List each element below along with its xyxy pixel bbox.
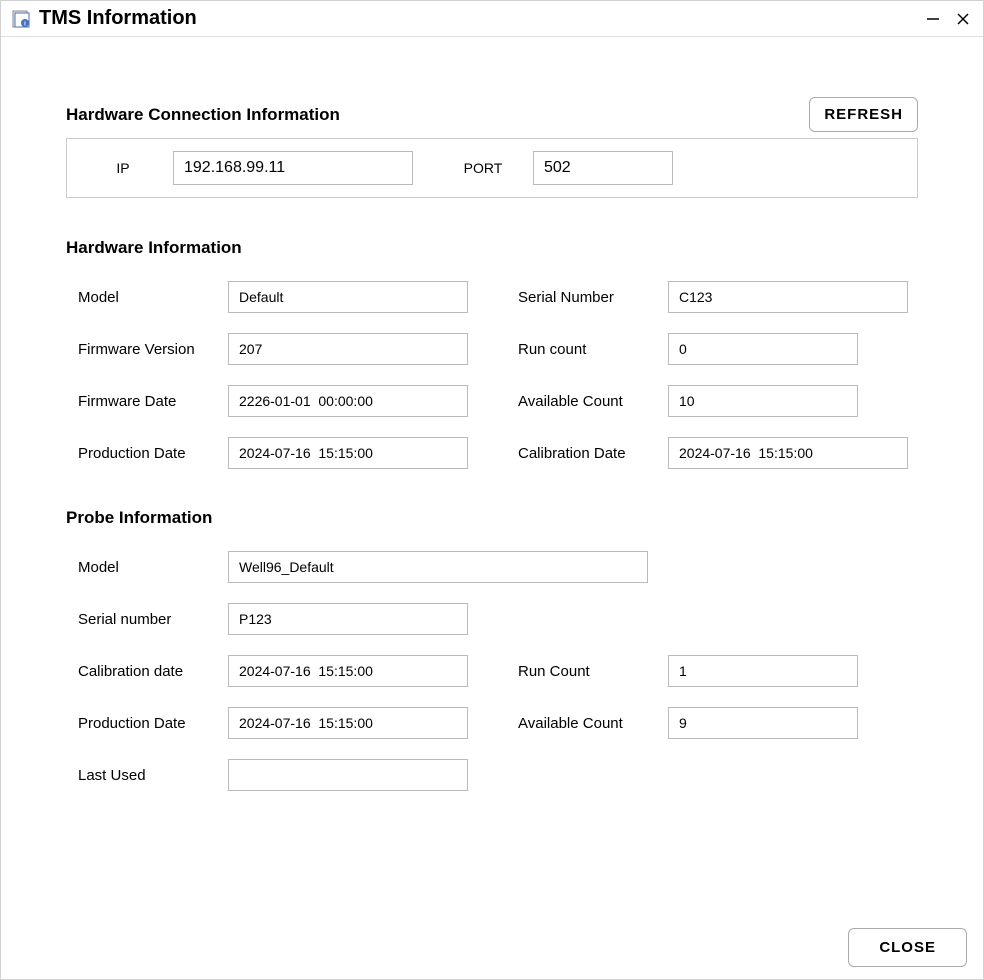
hw-serial-input[interactable]	[668, 281, 908, 313]
hw-caldate-label: Calibration Date	[518, 445, 668, 462]
titlebar: i TMS Information	[1, 1, 983, 37]
window-title: TMS Information	[39, 7, 923, 30]
hw-proddate-input[interactable]	[228, 437, 468, 469]
probe-section-title: Probe Information	[66, 508, 918, 528]
window: i TMS Information Hardware Connection In…	[0, 0, 984, 980]
probe-availcount-input[interactable]	[668, 707, 858, 739]
hw-caldate-input[interactable]	[668, 437, 908, 469]
hw-fwdate-label: Firmware Date	[78, 393, 228, 410]
probe-availcount-label: Available Count	[518, 715, 668, 732]
hw-availcount-label: Available Count	[518, 393, 668, 410]
probe-lastused-input[interactable]	[228, 759, 468, 791]
probe-runcount-label: Run Count	[518, 663, 668, 680]
refresh-button[interactable]: REFRESH	[809, 97, 918, 132]
probe-runcount-input[interactable]	[668, 655, 858, 687]
probe-grid: Model Serial number Calibration date	[66, 550, 918, 792]
port-input[interactable]	[533, 151, 673, 185]
hardware-section: Hardware Information Model Serial Number…	[66, 238, 918, 470]
footer: CLOSE	[1, 916, 983, 979]
close-button[interactable]: CLOSE	[848, 928, 967, 967]
hw-serial-label: Serial Number	[518, 289, 668, 306]
port-label: PORT	[463, 160, 503, 176]
titlebar-controls	[923, 9, 973, 29]
info-icon: i	[11, 9, 31, 29]
content-area: Hardware Connection Information REFRESH …	[1, 37, 983, 916]
connection-box: IP PORT	[66, 138, 918, 198]
minimize-button[interactable]	[923, 9, 943, 29]
hw-fwdate-input[interactable]	[228, 385, 468, 417]
hw-runcount-input[interactable]	[668, 333, 858, 365]
probe-caldate-label: Calibration date	[78, 663, 228, 680]
connection-section-title: Hardware Connection Information	[66, 105, 340, 125]
probe-serial-input[interactable]	[228, 603, 468, 635]
probe-caldate-input[interactable]	[228, 655, 468, 687]
hw-availcount-input[interactable]	[668, 385, 858, 417]
hw-fwver-input[interactable]	[228, 333, 468, 365]
probe-model-input[interactable]	[228, 551, 648, 583]
probe-section: Probe Information Model Serial number	[66, 508, 918, 792]
probe-proddate-label: Production Date	[78, 715, 228, 732]
close-icon[interactable]	[953, 9, 973, 29]
ip-input[interactable]	[173, 151, 413, 185]
hardware-section-title: Hardware Information	[66, 238, 918, 258]
hw-proddate-label: Production Date	[78, 445, 228, 462]
connection-header-row: Hardware Connection Information REFRESH	[66, 97, 918, 132]
hw-model-input[interactable]	[228, 281, 468, 313]
probe-proddate-input[interactable]	[228, 707, 468, 739]
hw-model-label: Model	[78, 289, 228, 306]
hw-runcount-label: Run count	[518, 341, 668, 358]
probe-lastused-label: Last Used	[78, 767, 228, 784]
probe-serial-label: Serial number	[78, 611, 228, 628]
hardware-grid: Model Serial Number Firmware Version Run	[66, 280, 918, 470]
ip-label: IP	[103, 160, 143, 176]
hw-fwver-label: Firmware Version	[78, 341, 228, 358]
probe-model-label: Model	[78, 559, 228, 576]
